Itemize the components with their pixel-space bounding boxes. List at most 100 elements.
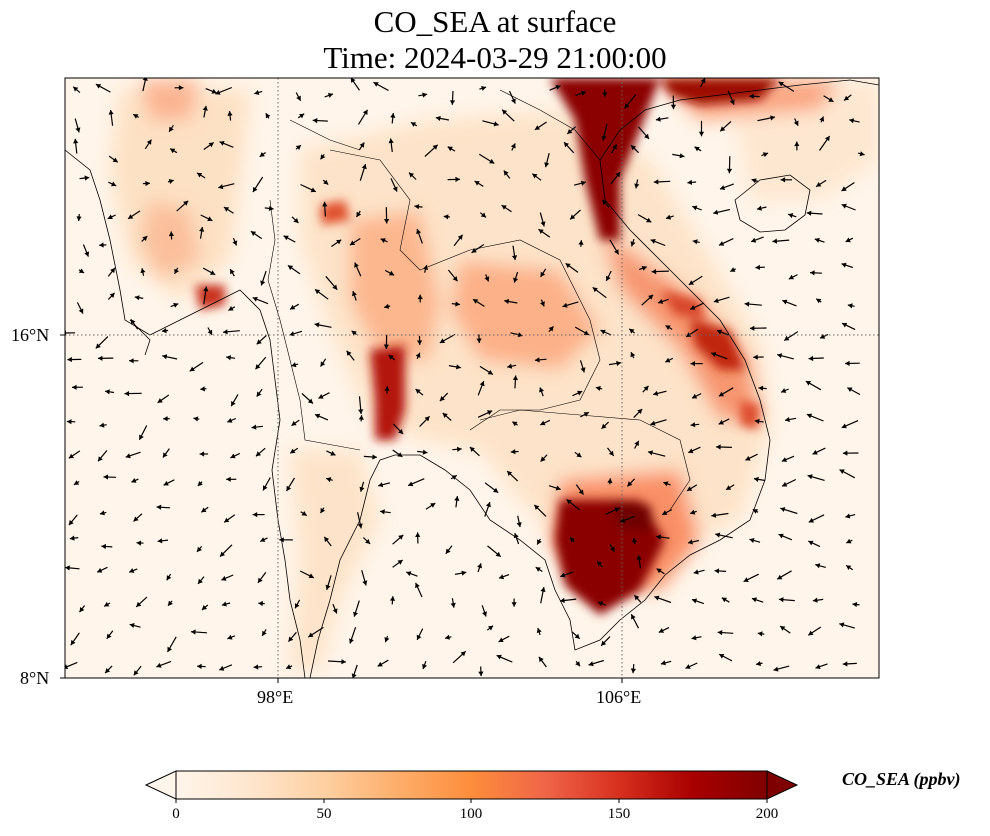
wind-arrow-head (495, 551, 501, 557)
wind-arrow-head (308, 573, 314, 579)
wind-arrow-head (814, 237, 820, 243)
wind-arrow-head (99, 242, 104, 248)
wind-arrow-head (105, 389, 110, 395)
wind-arrow-head (540, 271, 546, 277)
wind-arrow-head (578, 489, 584, 495)
wind-arrow-head (320, 507, 326, 514)
wind-arrow-head (315, 289, 321, 295)
wind-arrow-head (660, 660, 666, 666)
wind-arrow-head (415, 352, 421, 358)
wind-arrow-head (693, 569, 699, 575)
wind-arrow-head (341, 659, 346, 665)
wind-arrow-head (259, 152, 265, 157)
wind-arrow-head (450, 602, 456, 608)
wind-arrow-head (445, 548, 451, 554)
wind-arrow-head (687, 486, 693, 491)
wind-arrow-head (485, 502, 491, 508)
wind-arrow-head (782, 299, 788, 305)
wind-arrow-head (220, 551, 225, 557)
wind-arrow-head (136, 540, 142, 546)
wind-arrow-head (496, 654, 502, 660)
wind-arrow-head (251, 424, 257, 430)
wind-arrow-head (511, 255, 518, 260)
wind-arrow-head (842, 450, 848, 456)
wind-arrow-head (211, 88, 217, 94)
wind-arrow-head (665, 357, 671, 363)
wind-arrow-head (726, 168, 733, 174)
wind-arrow-head (377, 661, 383, 667)
wind-arrow-head (501, 205, 507, 210)
wind-arrow-head (839, 622, 845, 628)
wind-arrow-head (410, 122, 417, 127)
wind-arrow-head (785, 417, 790, 423)
wind-arrow-head (751, 237, 757, 243)
wind-arrow-head (583, 412, 589, 417)
wind-arrow-head (477, 563, 482, 569)
wind-arrow-head (841, 423, 847, 429)
wind-arrow-head (107, 214, 113, 220)
wind-arrow-head (718, 391, 725, 397)
wind-arrow-head (691, 635, 697, 641)
wind-arrow-head (507, 471, 513, 476)
wind-arrow-head (627, 481, 633, 487)
wind-arrow-head (716, 444, 721, 450)
wind-arrow-head (157, 538, 163, 544)
wind-arrow-head (670, 104, 676, 110)
wind-arrow-head (810, 270, 815, 276)
wind-arrow-head (326, 477, 332, 483)
wind-arrow-head (641, 265, 647, 271)
wind-arrow-head (819, 116, 825, 122)
wind-arrow-head (753, 354, 758, 360)
wind-arrow-head (780, 177, 786, 183)
wind-arrow-head (79, 607, 85, 613)
wind-arrow-head (452, 276, 458, 282)
wind-arrow-head (203, 286, 209, 292)
wind-arrow-head (95, 84, 102, 89)
wind-arrow-head (327, 93, 333, 98)
wind-arrow-head (296, 95, 301, 101)
wind-arrow-head (601, 640, 607, 646)
wind-arrow-head (129, 568, 135, 573)
wind-arrow-head (323, 179, 329, 185)
wind-arrow-head (758, 385, 764, 391)
wind-arrow-head (476, 338, 482, 343)
wind-arrow-head (398, 429, 404, 434)
wind-arrow-head (361, 164, 367, 170)
wind-arrow-head (352, 291, 357, 297)
wind-arrow-head (637, 409, 643, 414)
wind-arrow-head (286, 485, 292, 491)
wind-arrow-head (133, 516, 139, 522)
wind-arrow-head (690, 422, 696, 428)
wind-arrow-head (256, 391, 262, 397)
wind-arrow-head (610, 546, 615, 552)
wind-arrow-head (597, 601, 603, 606)
wind-arrow-head (566, 499, 572, 505)
wind-arrow-head (372, 454, 377, 460)
wind-arrow-head (807, 474, 813, 480)
wind-arrow-head (842, 661, 848, 667)
wind-arrow-head (852, 602, 858, 608)
wind-arrow-head (129, 623, 135, 628)
wind-arrow-head (207, 216, 213, 222)
wind-arrow-head (136, 601, 142, 607)
wind-arrow-head (198, 578, 203, 584)
wind-arrow-head (359, 142, 365, 148)
wind-arrow-head (614, 507, 620, 513)
wind-arrow-head (65, 664, 69, 670)
wind-arrow-head (397, 452, 403, 457)
wind-arrow-head (95, 343, 101, 349)
wind-arrow-head (417, 340, 423, 345)
wind-arrow-head (778, 81, 784, 87)
wind-arrow-head (226, 476, 231, 482)
wind-arrow-head (223, 207, 230, 212)
wind-arrow-head (384, 637, 390, 643)
wind-arrow-head (346, 350, 352, 356)
wind-arrow-head (227, 634, 233, 640)
wind-arrow-head (320, 361, 326, 367)
wind-arrow-head (513, 277, 519, 283)
wind-arrow-head (443, 214, 449, 220)
colorbar-tick-100: 100 (459, 806, 483, 822)
wind-arrow-head (201, 507, 207, 513)
wind-arrow-head (230, 453, 236, 459)
wind-arrow-head (580, 367, 586, 373)
